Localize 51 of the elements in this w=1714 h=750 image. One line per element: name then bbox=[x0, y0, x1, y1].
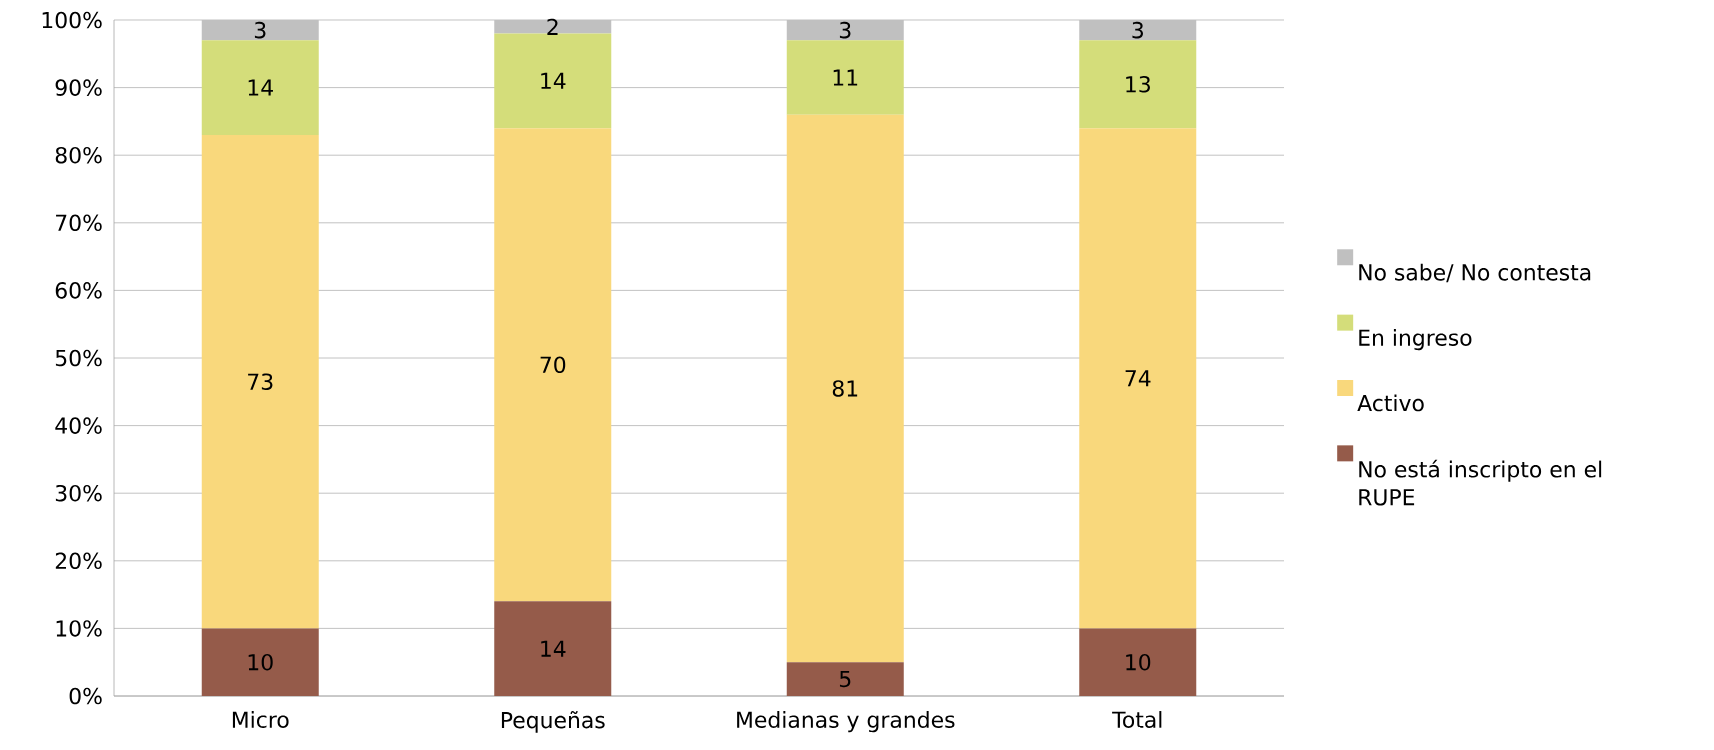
y-tick-label: 40% bbox=[55, 417, 102, 434]
bar bbox=[201, 134, 319, 629]
x-tick-label: Medianas y grandes bbox=[737, 711, 955, 733]
bar bbox=[1079, 40, 1197, 129]
bar bbox=[1079, 628, 1197, 696]
y-tick-label: 100% bbox=[42, 11, 102, 29]
data-label: 13 bbox=[1126, 75, 1150, 93]
data-label: 10 bbox=[248, 653, 273, 671]
bar bbox=[1079, 128, 1197, 629]
legend-label: En ingreso bbox=[1359, 329, 1472, 351]
bar bbox=[201, 19, 319, 41]
y-tick-label: 0% bbox=[69, 687, 102, 705]
y-tick-label: 90% bbox=[55, 79, 102, 96]
data-label: 73 bbox=[248, 373, 273, 390]
data-label: 2 bbox=[547, 18, 558, 35]
x-tick-label: Micro bbox=[232, 711, 289, 728]
x-tick-label: Total bbox=[1112, 711, 1162, 728]
bar bbox=[1079, 19, 1197, 41]
y-tick-label: 80% bbox=[55, 146, 102, 164]
y-tick-label: 30% bbox=[55, 484, 102, 502]
legend-label: Activo bbox=[1357, 394, 1424, 412]
data-label: 14 bbox=[248, 79, 273, 96]
data-label: 3 bbox=[254, 21, 266, 39]
data-label: 14 bbox=[541, 72, 566, 89]
data-label: 14 bbox=[541, 640, 566, 657]
bar bbox=[786, 40, 904, 115]
bar bbox=[786, 19, 904, 41]
data-label: 81 bbox=[832, 380, 858, 397]
data-label: 70 bbox=[540, 356, 566, 374]
y-tick-label: 50% bbox=[55, 349, 102, 367]
data-label: 74 bbox=[1125, 370, 1151, 387]
bar bbox=[494, 19, 612, 34]
data-label: 10 bbox=[1126, 653, 1151, 671]
y-tick-label: 10% bbox=[56, 620, 102, 637]
legend-label: No sabe/ No contesta bbox=[1359, 263, 1591, 283]
bar bbox=[494, 33, 612, 129]
data-label: 11 bbox=[833, 69, 858, 86]
data-label: 5 bbox=[839, 670, 851, 688]
x-tick-label: Pequeñas bbox=[501, 711, 605, 733]
bar bbox=[494, 601, 612, 696]
data-label: 3 bbox=[1132, 21, 1143, 39]
y-tick-label: 70% bbox=[56, 214, 102, 232]
legend-label: No está inscripto en el RUPE bbox=[1359, 459, 1602, 506]
bar bbox=[201, 40, 319, 135]
y-tick-label: 60% bbox=[55, 282, 102, 299]
bar bbox=[786, 662, 904, 696]
data-label: 3 bbox=[839, 21, 851, 39]
bar bbox=[786, 114, 904, 663]
y-tick-label: 20% bbox=[55, 552, 102, 570]
bar bbox=[201, 628, 319, 696]
bar bbox=[494, 128, 612, 602]
